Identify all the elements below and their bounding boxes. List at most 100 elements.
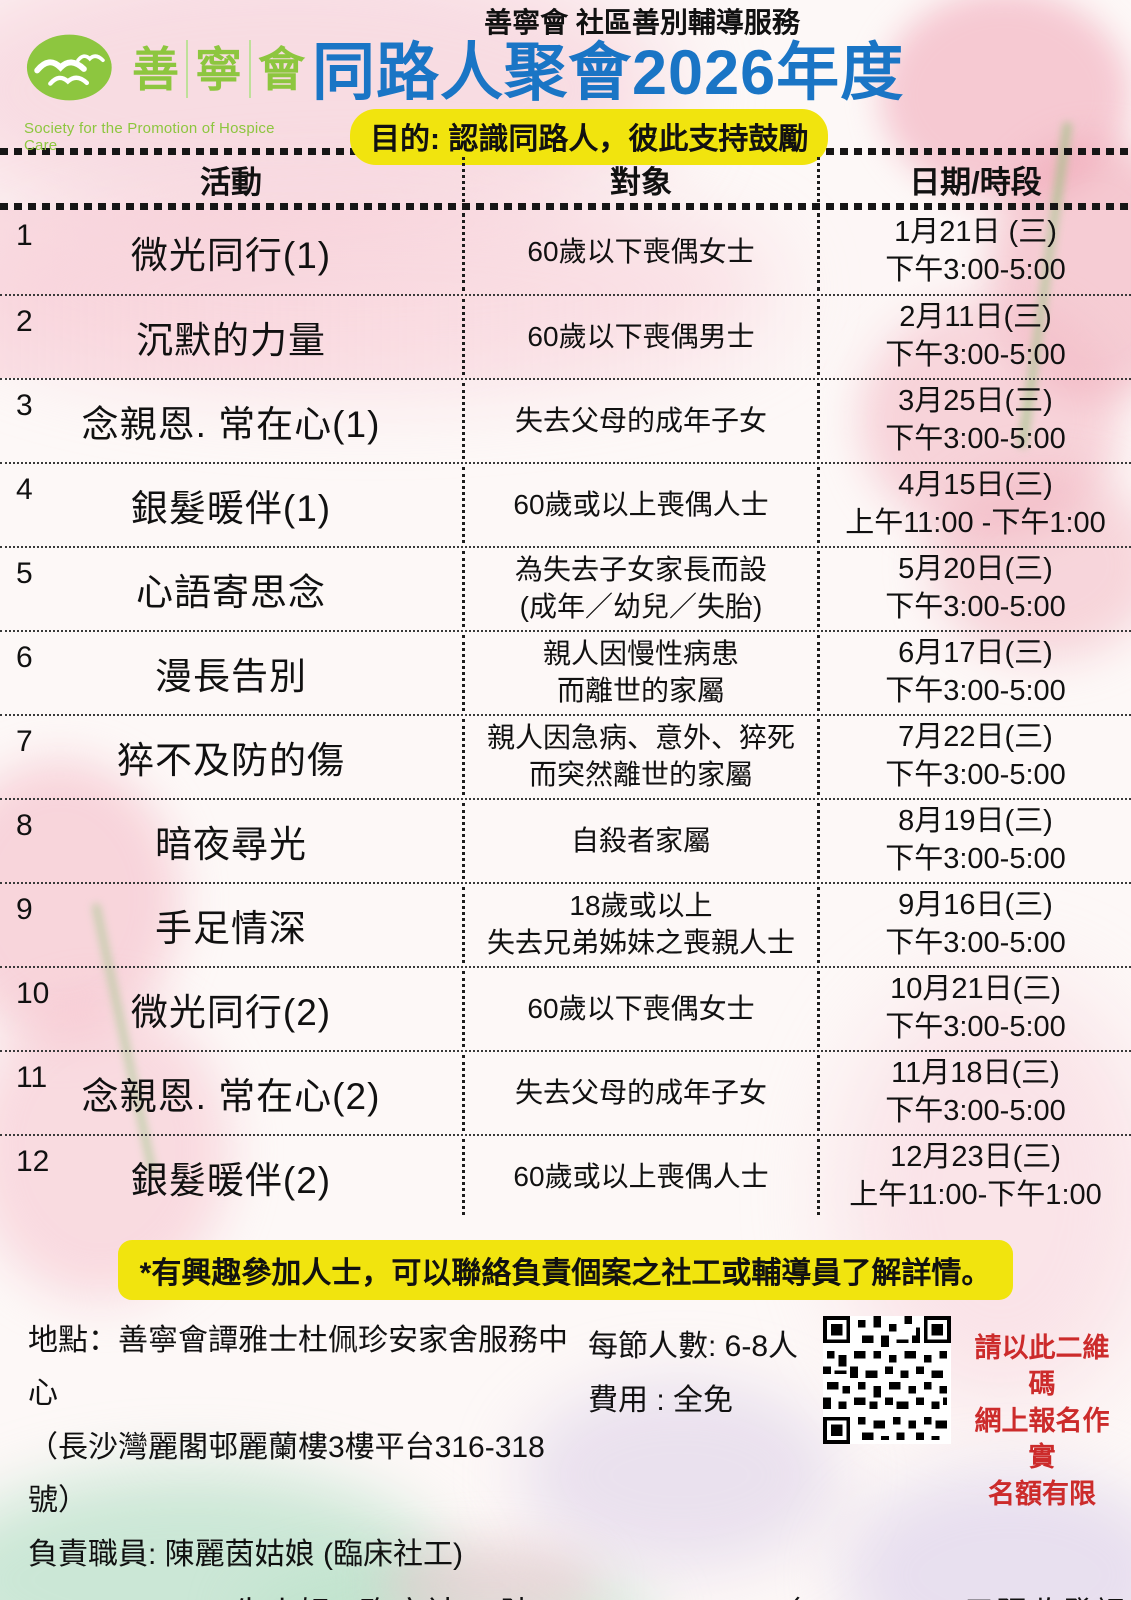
fee: 費用 : 全免 — [588, 1384, 734, 1417]
table-row: 8 暗夜尋光 自殺者家屬 8月19日(三) 下午3:00-5:00 — [0, 798, 1131, 882]
table-row: 4 銀髮暖伴(1) 60歲或以上喪偶人士 4月15日(三) 上午11:00 -下午1… — [0, 462, 1131, 546]
session-time: 下午3:00-5:00 — [885, 927, 1066, 959]
target-audience: 60歲以下喪偶女士 — [527, 992, 755, 1024]
target-audience: 失去父母的成年子女 — [514, 404, 767, 436]
activity-name: 心語寄思念 — [136, 572, 326, 613]
table-row: 1 微光同行(1) 60歲以下喪偶女士 1月21日 (三) 下午3:00-5:00 — [0, 210, 1131, 294]
table-row: 7 猝不及防的傷 親人因急病、意外、猝死 而突然離世的家屬 7月22日(三) 下午3… — [0, 714, 1131, 798]
org-name-en: Society for the Promotion of Hospice Car… — [24, 120, 275, 154]
activity-name: 念親恩. 常在心(2) — [81, 1076, 381, 1117]
table-row: 6 漫長告別 親人因慢性病患 而離世的家屬 6月17日(三) 下午3:00-5:00 — [0, 630, 1131, 714]
org-name-cn: 善 寧 會 — [125, 40, 312, 98]
activity-name: 念親恩. 常在心(1) — [81, 404, 381, 445]
session-date: 4月15日(三) — [898, 469, 1053, 502]
table-row: 10 微光同行(2) 60歲以下喪偶女士 10月21日(三) 下午3:00-5:00 — [0, 966, 1131, 1050]
session-date: 7月22日(三) — [898, 721, 1053, 754]
row-number: 3 — [16, 389, 33, 422]
qr-note: 請以此二維碼 網上報名作實 名額有限 — [974, 1333, 1110, 1509]
table-header-activity: 活動 — [200, 164, 262, 200]
session-date: 3月25日(三) — [898, 385, 1053, 418]
target-audience: 親人因慢性病患 而離世的家屬 — [542, 638, 739, 706]
row-number: 5 — [16, 557, 33, 590]
session-date: 12月23日(三) — [890, 1141, 1061, 1174]
session-date: 9月16日(三) — [898, 889, 1053, 922]
table-header-target: 對象 — [462, 156, 817, 202]
session-time: 下午3:00-5:00 — [885, 254, 1066, 286]
table-row: 11 念親恩. 常在心(2) 失去父母的成年子女 11月18日(三) 下午3:00-… — [0, 1050, 1131, 1134]
activity-name: 微光同行(1) — [130, 235, 332, 276]
row-number: 1 — [16, 219, 33, 252]
session-time: 下午3:00-5:00 — [885, 1011, 1066, 1043]
table-row: 12 銀髮暖伴(2) 60歲或以上喪偶人士 12月23日(三) 上午11:00-下午… — [0, 1134, 1131, 1218]
contact-bar: ☎ 2725 7693 朱小姐 / 臨床社工 陳姑娘 ✆ 5162 4508 （… — [0, 1587, 1131, 1600]
session-time: 下午3:00-5:00 — [885, 759, 1066, 791]
org-name-char: 善 — [132, 42, 179, 96]
target-audience: 18歲或以上 失去兄弟姊妹之喪親人士 — [486, 890, 795, 958]
org-name-char: 寧 — [195, 42, 242, 96]
session-time: 下午3:00-5:00 — [885, 423, 1066, 455]
location-line2: （長沙灣麗閣邨麗蘭樓3樓平台316-318號） — [28, 1430, 545, 1518]
row-number: 4 — [16, 473, 33, 506]
table-header-row: 活動 對象 日期/時段 — [0, 155, 1131, 203]
session-size: 每節人數: 6-8人 — [588, 1330, 799, 1363]
target-audience: 60歲以下喪偶男士 — [527, 320, 755, 352]
activity-name: 沉默的力量 — [136, 320, 326, 361]
target-audience: 60歲或以上喪偶人士 — [513, 1160, 769, 1192]
phone-line: 2725 7693 朱小姐 / 臨床社工 陳姑娘 — [67, 1587, 543, 1600]
table-row: 5 心語寄思念 為失去子女家長而設 (成年／幼兒／失胎) 5月20日(三) 下午3:… — [0, 546, 1131, 630]
target-audience: 60歲或以上喪偶人士 — [513, 488, 769, 520]
header: 善 寧 會 Society for the Promotion of Hospi… — [0, 0, 1131, 166]
org-name-char: 會 — [258, 42, 305, 96]
session-time: 下午3:00-5:00 — [885, 843, 1066, 875]
activity-name: 手足情深 — [155, 908, 307, 949]
activity-name: 暗夜尋光 — [155, 824, 307, 865]
session-time: 上午11:00 -下午1:00 — [845, 507, 1106, 539]
org-logo: 善 寧 會 Society for the Promotion of Hospi… — [0, 0, 312, 154]
target-audience: 自殺者家屬 — [570, 824, 711, 856]
session-date: 2月11日(三) — [899, 301, 1052, 334]
activity-name: 銀髮暖伴(2) — [130, 1160, 332, 1201]
row-number: 10 — [16, 977, 50, 1010]
row-number: 12 — [16, 1145, 50, 1178]
session-date: 11月18日(三) — [891, 1057, 1060, 1090]
session-date: 5月20日(三) — [898, 553, 1053, 586]
org-subtitle: 善寧會 社區善別輔導服務 — [484, 7, 800, 38]
row-number: 11 — [16, 1061, 48, 1094]
row-number: 8 — [16, 809, 33, 842]
session-time: 下午3:00-5:00 — [885, 675, 1066, 707]
activity-name: 漫長告別 — [155, 656, 307, 697]
row-number: 9 — [16, 893, 33, 926]
session-date: 10月21日(三) — [890, 973, 1061, 1006]
row-number: 7 — [16, 725, 33, 758]
table-row: 3 念親恩. 常在心(1) 失去父母的成年子女 3月25日(三) 下午3:00-5:… — [0, 378, 1131, 462]
session-date: 6月17日(三) — [898, 637, 1053, 670]
page-title: 同路人聚會2026年度 — [312, 37, 905, 108]
session-time: 上午11:00-下午1:00 — [849, 1179, 1102, 1211]
whatsapp-line: 5162 4508 （WhatsApp 只限收發訊息） — [603, 1587, 1131, 1600]
table-row: 9 手足情深 18歲或以上 失去兄弟姊妹之喪親人士 9月16日(三) 下午3:00-… — [0, 882, 1131, 966]
session-date: 8月19日(三) — [898, 805, 1053, 838]
activity-name: 猝不及防的傷 — [117, 740, 345, 781]
session-time: 下午3:00-5:00 — [885, 1095, 1066, 1127]
target-audience: 60歲以下喪偶女士 — [527, 235, 755, 267]
schedule-table: 活動 對象 日期/時段 1 微光同行(1) 60歲以下喪偶女士 1月21日 (三)… — [0, 155, 1131, 1218]
activity-name: 微光同行(2) — [130, 992, 332, 1033]
details-section: 地點：善寧會譚雅士杜佩珍安家舍服務中心 （長沙灣麗閣邨麗蘭樓3樓平台316-31… — [0, 1314, 1131, 1581]
target-audience: 為失去子女家長而設 (成年／幼兒／失胎) — [514, 554, 767, 622]
location-line1: 地點：善寧會譚雅士杜佩珍安家舍服務中心 — [28, 1324, 568, 1411]
activity-name: 銀髮暖伴(1) — [130, 488, 332, 529]
qr-code — [823, 1316, 951, 1444]
note-banner: *有興趣參加人士，可以聯絡負責個案之社工或輔導員了解詳情。 — [117, 1240, 1014, 1300]
session-time: 下午3:00-5:00 — [885, 339, 1066, 371]
logo-bird-icon — [26, 34, 112, 101]
table-header-date: 日期/時段 — [817, 156, 1131, 202]
session-date: 1月21日 (三) — [894, 216, 1057, 249]
target-audience: 失去父母的成年子女 — [514, 1076, 767, 1108]
staff-line: 負責職員: 陳麗茵姑娘 (臨床社工) — [28, 1537, 463, 1571]
target-audience: 親人因急病、意外、猝死 而突然離世的家屬 — [486, 722, 795, 790]
table-header-border — [0, 203, 1131, 210]
row-number: 2 — [16, 305, 33, 338]
table-row: 2 沉默的力量 60歲以下喪偶男士 2月11日(三) 下午3:00-5:00 — [0, 294, 1131, 378]
row-number: 6 — [16, 641, 33, 674]
